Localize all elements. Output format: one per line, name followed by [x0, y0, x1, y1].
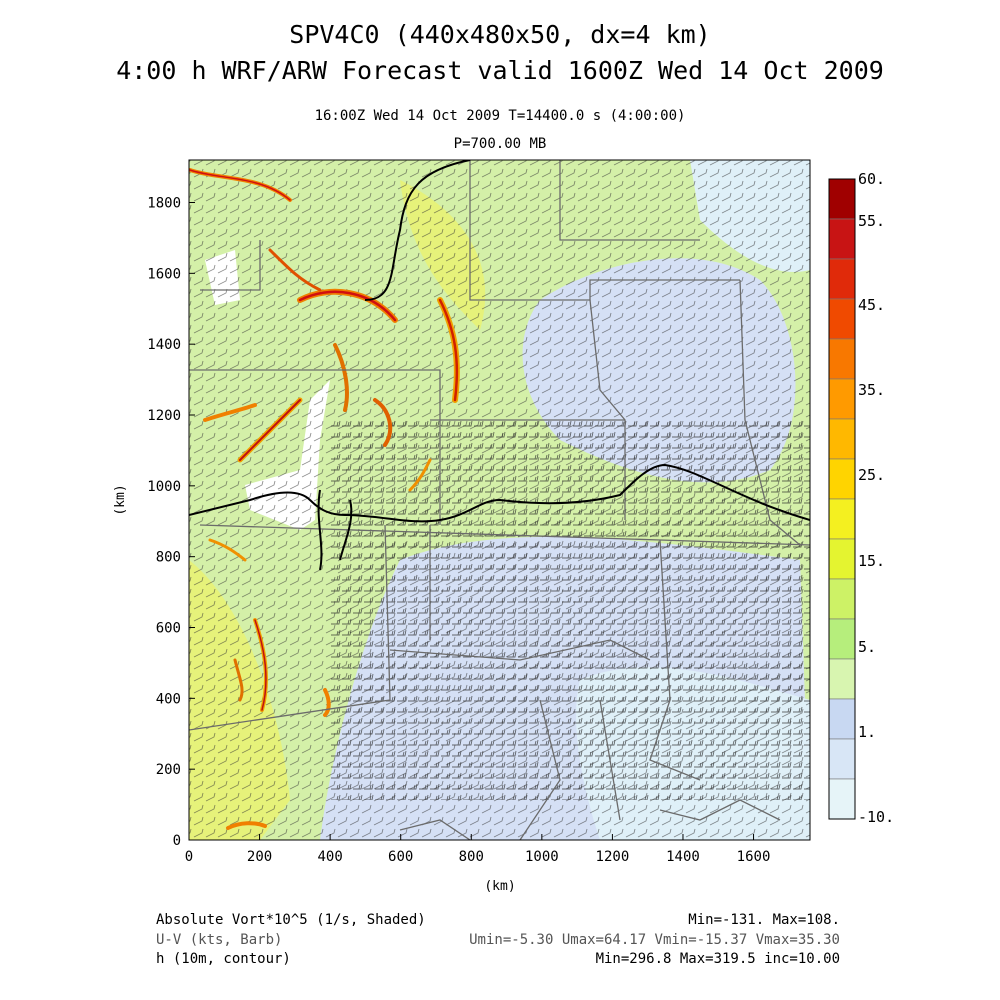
- y-tick-label: 1000: [147, 479, 181, 495]
- y-tick-label: 0: [173, 833, 181, 849]
- x-tick-label: 1400: [666, 849, 700, 865]
- colorbar-segment: [828, 178, 856, 220]
- colorbar-frame: [828, 178, 856, 820]
- x-tick-label: 1600: [737, 849, 771, 865]
- contour-min-max: Min=296.8 Max=319.5 inc=10.00: [595, 951, 840, 967]
- map-frame: [188, 159, 811, 841]
- height-contours: [189, 160, 810, 571]
- colorbar-segment: [828, 738, 856, 780]
- x-tick-label: 800: [459, 849, 484, 865]
- y-axis: 0 200 400 600 800 1000 1200 1400 1600 1800: [147, 196, 195, 849]
- high-vorticity-streaks: [189, 168, 460, 830]
- x-tick-label: 1000: [525, 849, 559, 865]
- colorbar-segment: [828, 578, 856, 620]
- contour-field-label: h (10m, contour): [156, 951, 291, 967]
- barb-field-label: U-V (kts, Barb): [156, 932, 283, 948]
- colorbar-label: 60.: [858, 170, 885, 188]
- colorbar-segment: [828, 218, 856, 260]
- y-tick-label: 1200: [147, 408, 181, 424]
- y-tick-label: 1600: [147, 266, 181, 282]
- x-tick-label: 400: [317, 849, 342, 865]
- shading-field-label: Absolute Vort*10^5 (1/s, Shaded): [156, 912, 426, 928]
- colorbar-segment: [828, 258, 856, 300]
- y-axis-label: (km): [113, 484, 128, 515]
- colorbar-label: 5.: [858, 638, 876, 656]
- colorbar-segment: [828, 658, 856, 700]
- pressure-level-line: P=700.00 MB: [453, 136, 547, 152]
- forecast-title: 4:00 h WRF/ARW Forecast valid 1600Z Wed …: [116, 56, 884, 85]
- colorbar-segment: [828, 458, 856, 500]
- colorbar-segment: [828, 698, 856, 740]
- colorbar-segment: [828, 378, 856, 420]
- y-tick-label: 800: [156, 550, 181, 566]
- y-tick-label: 600: [156, 621, 181, 637]
- colorbar-segment: [828, 778, 856, 820]
- colorbar-segment: [828, 298, 856, 340]
- main-title: SPV4C0 (440x480x50, dx=4 km): [289, 20, 711, 49]
- colorbar-label: 15.: [858, 552, 885, 570]
- map-plot-area: [189, 160, 810, 840]
- y-tick-label: 1400: [147, 337, 181, 353]
- colorbar-segment: [828, 498, 856, 540]
- x-axis-label: (km): [484, 879, 515, 894]
- x-tick-label: 1200: [596, 849, 630, 865]
- colorbar-segment: [828, 538, 856, 580]
- colorbar-label: 45.: [858, 296, 885, 314]
- x-tick-label: 600: [388, 849, 413, 865]
- y-tick-label: 200: [156, 762, 181, 778]
- x-tick-label: 200: [247, 849, 272, 865]
- shading-min-max: Min=-131. Max=108.: [688, 912, 840, 928]
- x-tick-label: 0: [185, 849, 193, 865]
- colorbar: 60. 55. 45. 35. 25. 15. 5. 1. -10.: [828, 170, 894, 826]
- colorbar-label: 1.: [858, 723, 876, 741]
- colorbar-label: 25.: [858, 466, 885, 484]
- x-axis: 0 200 400 600 800 1000 1200 1400 1600: [185, 834, 771, 865]
- barb-min-max: Umin=-5.30 Umax=64.17 Vmin=-15.37 Vmax=3…: [469, 932, 840, 948]
- colorbar-segment: [828, 618, 856, 660]
- colorbar-label: 55.: [858, 212, 885, 230]
- colorbar-segment: [828, 418, 856, 460]
- valid-time-line: 16:00Z Wed 14 Oct 2009 T=14400.0 s (4:00…: [314, 108, 686, 124]
- state-boundaries: [189, 160, 810, 840]
- y-tick-label: 400: [156, 691, 181, 707]
- wind-barbs-dense-layer: [330, 420, 810, 800]
- y-tick-label: 1800: [147, 196, 181, 212]
- colorbar-label: 35.: [858, 381, 885, 399]
- colorbar-label: -10.: [858, 808, 894, 826]
- colorbar-segment: [828, 338, 856, 380]
